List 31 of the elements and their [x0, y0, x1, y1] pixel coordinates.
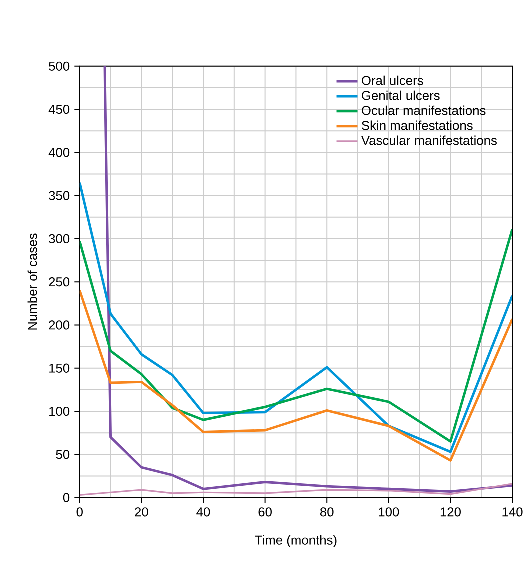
legend-label: Oral ulcers [362, 76, 424, 86]
x-tick-label: 140 [503, 508, 524, 517]
x-tick-label: 20 [135, 508, 149, 517]
y-axis-title: Number of cases [28, 234, 38, 330]
legend-label: Ocular manifestations [362, 106, 486, 116]
line-series [80, 483, 513, 496]
y-tick-label: 350 [49, 191, 70, 200]
x-tick-label: 60 [259, 508, 272, 517]
x-tick-label: 100 [379, 508, 400, 517]
x-axis-title: Time (months) [255, 535, 337, 548]
x-tick-label: 40 [196, 508, 210, 517]
line-series [80, 182, 513, 454]
legend-label: Skin manifestations [362, 120, 474, 130]
x-tick-label: 80 [320, 508, 334, 517]
y-tick-label: 0 [64, 493, 70, 502]
x-tick-label: 0 [77, 508, 84, 517]
line-series [80, 289, 513, 462]
y-tick-label: 100 [50, 406, 70, 416]
legend-label: Vascular manifestations [362, 136, 498, 146]
line-series [104, 66, 513, 493]
y-tick-label: 200 [49, 320, 70, 330]
y-tick-label: 400 [49, 148, 70, 158]
x-tick-label: 120 [441, 508, 462, 517]
y-tick-label: 450 [49, 104, 70, 114]
line-series [80, 228, 513, 443]
y-tick-label: 250 [49, 278, 70, 287]
y-tick-label: 150 [50, 364, 70, 373]
y-tick-label: 500 [49, 62, 70, 71]
legend-label: Genital ulcers [362, 90, 440, 100]
y-tick-label: 300 [49, 234, 70, 244]
y-tick-label: 50 [56, 450, 70, 460]
